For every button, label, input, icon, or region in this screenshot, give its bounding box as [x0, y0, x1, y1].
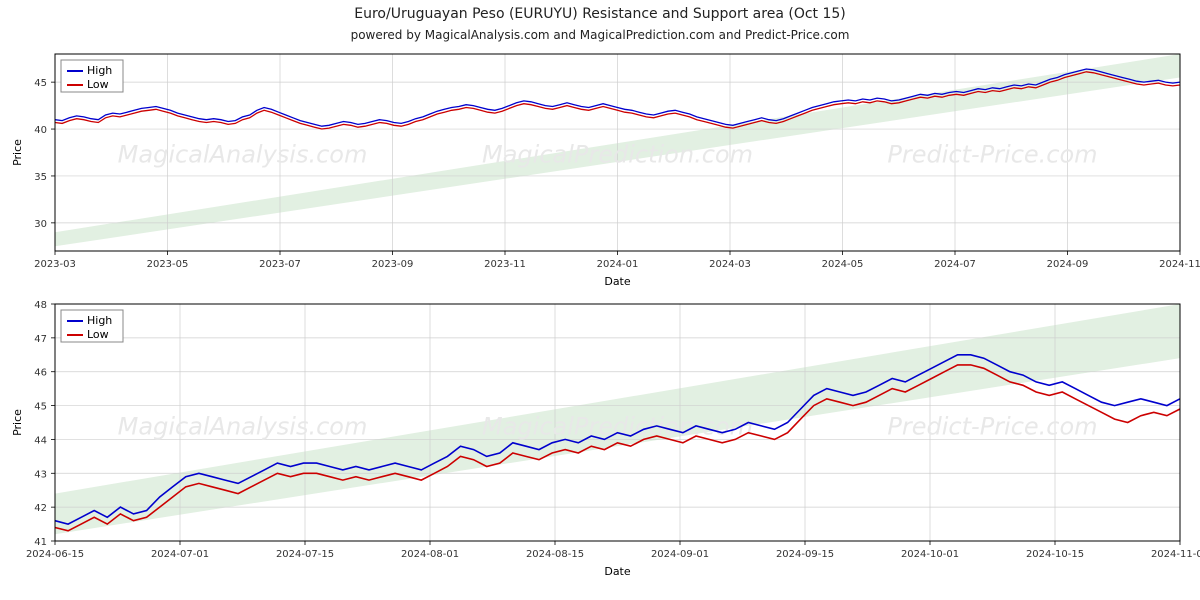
ytick-label: 45: [34, 402, 47, 413]
chart-subtitle: powered by MagicalAnalysis.com and Magic…: [0, 22, 1200, 46]
xtick-label: 2024-03: [709, 259, 751, 270]
xtick-label: 2024-07: [934, 259, 976, 270]
xtick-label: 2024-06-15: [26, 549, 84, 560]
xtick-label: 2024-07-15: [276, 549, 334, 560]
watermark-text: MagicalPrediction.com: [482, 412, 753, 440]
chart-title: Euro/Uruguayan Peso (EURUYU) Resistance …: [0, 0, 1200, 22]
ytick-label: 35: [34, 172, 47, 183]
legend-high: High: [87, 64, 112, 77]
watermark-text: MagicalAnalysis.com: [118, 412, 368, 440]
xtick-label: 2024-10-01: [901, 549, 959, 560]
xtick-label: 2024-11: [1159, 259, 1200, 270]
ytick-label: 43: [34, 469, 47, 480]
ytick-label: 46: [34, 368, 47, 379]
ytick-label: 44: [34, 435, 47, 446]
ytick-label: 40: [34, 125, 47, 136]
top-chart-container: MagicalAnalysis.com MagicalPrediction.com…: [0, 46, 1200, 296]
x-axis-label: Date: [604, 565, 631, 578]
watermark-text: Predict-Price.com: [887, 140, 1097, 168]
watermark-text: MagicalPrediction.com: [482, 140, 753, 168]
xtick-label: 2024-07-01: [151, 549, 209, 560]
xtick-label: 2024-05: [822, 259, 864, 270]
xtick-label: 2024-10-15: [1026, 549, 1084, 560]
legend-high: High: [87, 314, 112, 327]
xtick-label: 2024-11-01: [1151, 549, 1200, 560]
ytick-label: 45: [34, 78, 47, 89]
y-axis-label: Price: [11, 409, 24, 436]
watermark-text: MagicalAnalysis.com: [118, 140, 368, 168]
xtick-label: 2024-09-15: [776, 549, 834, 560]
ytick-label: 30: [34, 219, 47, 230]
xtick-label: 2023-11: [484, 259, 526, 270]
xtick-label: 2023-07: [259, 259, 301, 270]
x-axis-label: Date: [604, 275, 631, 288]
xtick-label: 2024-01: [597, 259, 639, 270]
ytick-label: 48: [34, 300, 47, 311]
xtick-label: 2023-05: [147, 259, 189, 270]
bottom-chart-container: MagicalAnalysis.com MagicalPrediction.com…: [0, 296, 1200, 586]
xtick-label: 2024-09-01: [651, 549, 709, 560]
ytick-label: 41: [34, 537, 47, 548]
xtick-label: 2023-09: [372, 259, 414, 270]
xtick-label: 2024-08-15: [526, 549, 584, 560]
bottom-chart-svg: MagicalAnalysis.com MagicalPrediction.com…: [0, 296, 1200, 586]
legend-low: Low: [87, 328, 109, 341]
xtick-label: 2024-08-01: [401, 549, 459, 560]
y-axis-label: Price: [11, 139, 24, 166]
watermark-text: Predict-Price.com: [887, 412, 1097, 440]
top-chart-svg: MagicalAnalysis.com MagicalPrediction.com…: [0, 46, 1200, 296]
ytick-label: 42: [34, 503, 47, 514]
xtick-label: 2023-03: [34, 259, 76, 270]
xtick-label: 2024-09: [1047, 259, 1089, 270]
legend-low: Low: [87, 78, 109, 91]
ytick-label: 47: [34, 334, 47, 345]
